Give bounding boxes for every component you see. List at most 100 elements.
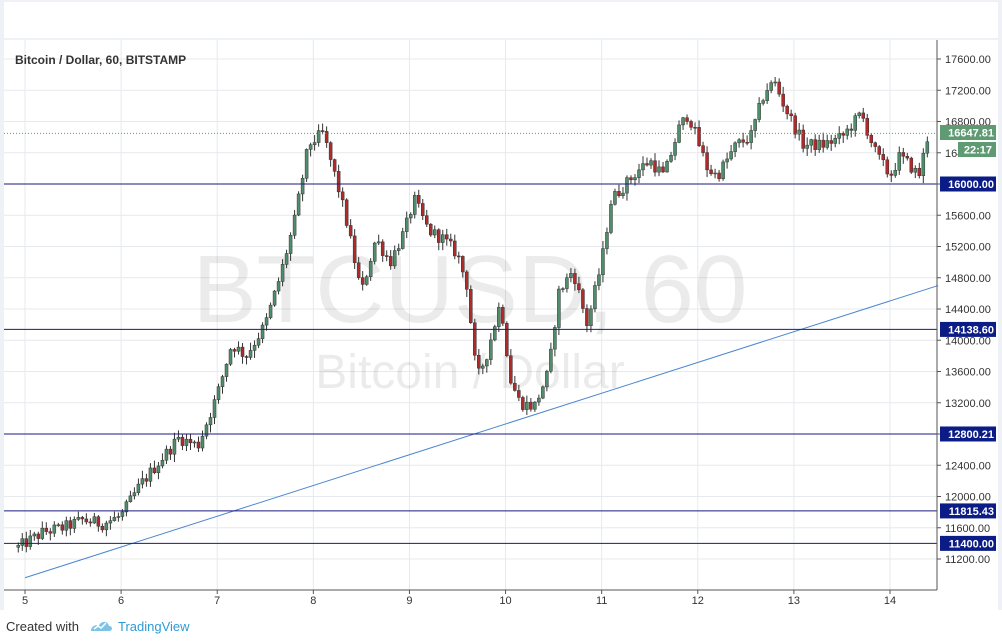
x-tick-label-6: 11 xyxy=(596,595,607,607)
candle-149 xyxy=(613,188,617,206)
trend-line[interactable] xyxy=(24,285,939,579)
candle-144 xyxy=(593,281,597,313)
candle-49 xyxy=(212,395,217,425)
candle-97 xyxy=(404,211,409,238)
candle-95 xyxy=(396,243,401,256)
candle-7 xyxy=(44,522,49,535)
candle-54 xyxy=(232,347,237,358)
candle-227 xyxy=(925,136,930,158)
candle-body xyxy=(733,142,737,152)
candle-196 xyxy=(801,124,805,153)
candle-body xyxy=(649,160,653,166)
candle-39 xyxy=(172,432,177,462)
candle-104 xyxy=(433,225,437,239)
candle-87 xyxy=(364,274,369,286)
candle-78 xyxy=(328,141,333,167)
y-tick-label-3: 12400.00 xyxy=(945,460,991,472)
candle-219 xyxy=(893,162,898,178)
candle-body xyxy=(913,167,918,173)
candle-body xyxy=(817,139,821,150)
candle-body xyxy=(917,167,922,176)
candle-223 xyxy=(909,156,914,174)
x-tick-label-0: 5 xyxy=(22,595,28,607)
candle-215 xyxy=(877,145,882,160)
candle-body xyxy=(116,516,121,518)
candle-body xyxy=(445,234,449,240)
candle-184 xyxy=(753,118,757,138)
candle-body xyxy=(100,525,105,531)
candle-body xyxy=(396,248,401,251)
level-badge-bg-3 xyxy=(940,503,996,519)
candle-198 xyxy=(809,138,813,153)
candle-body xyxy=(601,248,605,276)
candle-body xyxy=(461,256,465,273)
candle-142 xyxy=(585,304,589,333)
candle-body xyxy=(276,281,281,292)
level-badge-label-1: 14138.60 xyxy=(948,324,994,336)
candle-body xyxy=(769,82,773,91)
candle-138 xyxy=(569,268,573,283)
candle-4 xyxy=(32,531,37,541)
y-tick-label-9: 14800.00 xyxy=(945,273,991,285)
candle-body xyxy=(905,155,910,159)
candle-70 xyxy=(296,191,301,217)
candle-body xyxy=(260,324,265,339)
candle-body xyxy=(28,535,33,547)
candle-96 xyxy=(400,227,405,250)
candle-141 xyxy=(581,288,585,314)
y-tick-label-16: 17600.00 xyxy=(945,54,991,66)
candle-body xyxy=(749,130,753,143)
horizontal-levels[interactable] xyxy=(4,183,937,544)
candle-body xyxy=(64,520,69,531)
candle-body xyxy=(453,240,457,257)
trend-line-segment[interactable] xyxy=(24,285,939,579)
candle-body xyxy=(781,93,785,107)
candle-134 xyxy=(553,325,557,357)
candle-119 xyxy=(493,324,497,342)
candle-50 xyxy=(216,383,221,404)
candle-122 xyxy=(505,321,509,358)
candle-body xyxy=(909,157,914,173)
candle-body xyxy=(196,441,201,449)
candle-77 xyxy=(324,126,329,148)
candle-body xyxy=(312,142,317,146)
candle-body xyxy=(849,128,853,131)
tradingview-link[interactable]: TradingView xyxy=(118,619,190,634)
candlestick-series xyxy=(16,77,930,553)
candle-body xyxy=(501,307,505,324)
candle-body xyxy=(613,191,617,205)
candle-body xyxy=(701,145,705,153)
candle-body xyxy=(308,144,313,150)
candle-body xyxy=(352,235,357,264)
candle-body xyxy=(561,288,565,290)
candle-130 xyxy=(537,394,541,406)
candle-body xyxy=(348,225,353,237)
candle-body xyxy=(316,130,321,143)
candle-body xyxy=(20,538,25,546)
candle-body xyxy=(865,118,870,136)
candle-221 xyxy=(901,147,906,164)
tradingview-logo-icon[interactable] xyxy=(88,617,114,638)
candle-67 xyxy=(284,249,289,269)
candle-173 xyxy=(709,164,713,176)
candle-body xyxy=(837,133,841,139)
candle-body xyxy=(705,152,709,171)
candle-body xyxy=(853,115,857,131)
candle-body xyxy=(428,223,433,236)
candle-body xyxy=(212,399,217,418)
candle-0 xyxy=(16,542,21,553)
candle-115 xyxy=(477,348,481,375)
candle-109 xyxy=(453,234,457,260)
candle-body xyxy=(140,478,145,485)
candle-34 xyxy=(152,460,157,475)
candle-123 xyxy=(509,349,513,385)
candle-body xyxy=(553,327,557,350)
candle-body xyxy=(192,441,197,444)
candle-136 xyxy=(561,287,565,293)
candle-body xyxy=(224,363,229,377)
candle-body xyxy=(332,159,337,172)
candle-62 xyxy=(264,313,269,331)
candle-92 xyxy=(384,250,389,262)
time-axis[interactable]: 5 6 7 8 9 10 11 12 13 14 xyxy=(22,590,896,607)
candle-body xyxy=(537,397,541,403)
